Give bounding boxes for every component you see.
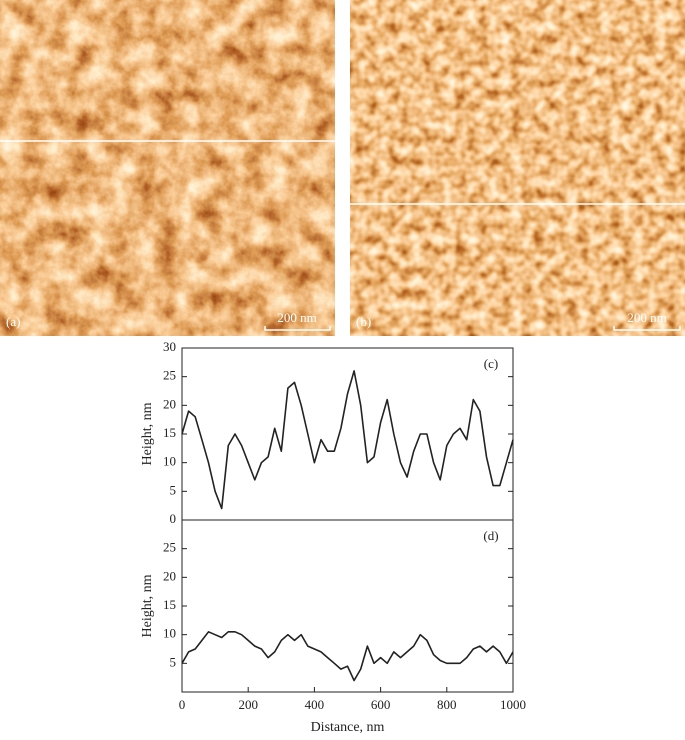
x-tick-label: 0 <box>179 697 186 712</box>
afm-image-b: (b) 200 nm <box>350 0 685 336</box>
x-tick-label: 400 <box>305 697 325 712</box>
scale-bar-label: 200 nm <box>627 310 666 325</box>
x-tick-label: 1000 <box>500 697 526 712</box>
y-tick-label: 10 <box>163 626 176 641</box>
y-tick-label: 10 <box>163 454 176 469</box>
afm-image-a: (a) 200 nm <box>0 0 335 336</box>
y-tick-label: 15 <box>163 597 176 612</box>
x-tick-label: 800 <box>437 697 457 712</box>
panel-label: (b) <box>356 314 371 329</box>
scale-bar <box>613 326 681 331</box>
y-tick-label: 25 <box>163 540 176 555</box>
y-tick-label: 20 <box>163 568 176 583</box>
y-axis-label: Height, nm <box>140 402 155 465</box>
y-tick-label: 15 <box>163 425 176 440</box>
x-tick-label: 600 <box>371 697 391 712</box>
profile-line <box>181 631 514 682</box>
x-tick-label: 200 <box>238 697 258 712</box>
profile-line <box>181 370 514 510</box>
panel-label: (c) <box>484 356 498 371</box>
y-tick-label: 0 <box>170 511 177 526</box>
afm-texture <box>0 0 335 336</box>
y-tick-label: 25 <box>163 368 176 383</box>
x-axis-label: Distance, nm <box>311 720 385 735</box>
panel-label: (a) <box>6 314 20 329</box>
y-tick-label: 5 <box>170 654 177 669</box>
y-tick-label: 30 <box>163 339 176 354</box>
scale-bar-label: 200 nm <box>277 310 316 325</box>
scale-bar <box>264 326 331 331</box>
afm-texture <box>350 0 685 336</box>
y-tick-label: 5 <box>170 482 177 497</box>
y-tick-label: 20 <box>163 396 176 411</box>
panel-label: (d) <box>483 528 498 543</box>
y-axis-label: Height, nm <box>140 574 155 637</box>
